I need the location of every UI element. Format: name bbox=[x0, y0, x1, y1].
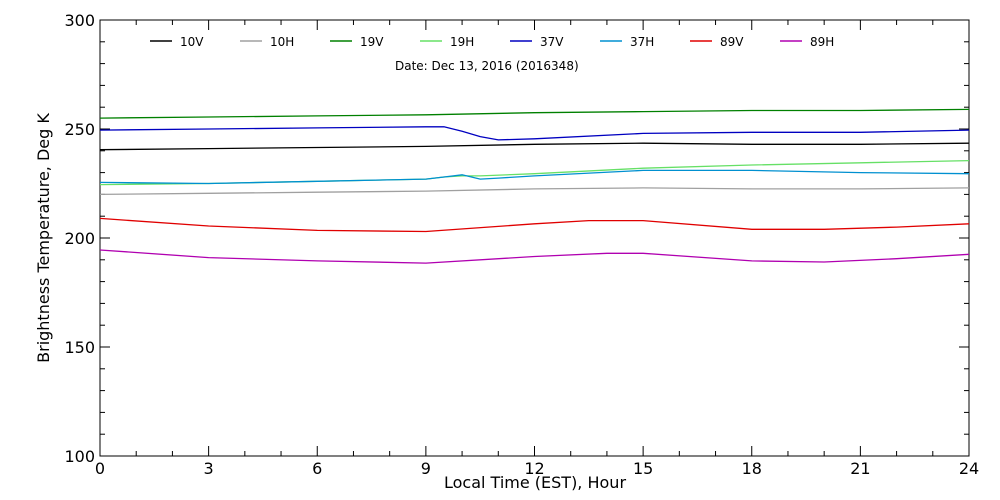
series-line-89v bbox=[99, 217, 970, 233]
legend-label-89h: 89H bbox=[810, 35, 834, 49]
legend-label-10v: 10V bbox=[180, 35, 204, 49]
x-tick-label: 0 bbox=[95, 459, 105, 478]
x-tick-label: 24 bbox=[959, 459, 979, 478]
series-line-19v bbox=[99, 108, 970, 119]
x-tick-label: 18 bbox=[742, 459, 762, 478]
series-lines bbox=[99, 108, 970, 264]
x-tick-label: 6 bbox=[312, 459, 322, 478]
legend-label-37h: 37H bbox=[630, 35, 654, 49]
legend-label-10h: 10H bbox=[270, 35, 294, 49]
x-tick-label: 9 bbox=[421, 459, 431, 478]
series-line-37v bbox=[99, 126, 970, 141]
legend-label-19v: 19V bbox=[360, 35, 384, 49]
legend-label-37v: 37V bbox=[540, 35, 564, 49]
x-axis-title: Local Time (EST), Hour bbox=[444, 473, 626, 492]
y-tick-label: 200 bbox=[64, 229, 95, 248]
series-line-10h bbox=[99, 187, 970, 196]
y-tick-label: 150 bbox=[64, 338, 95, 357]
x-tick-label: 15 bbox=[633, 459, 653, 478]
legend: 10V 10H 19V 19H 37V 37H 89V 89H bbox=[150, 35, 834, 49]
y-tick-label: 250 bbox=[64, 120, 95, 139]
chart-subtitle: Date: Dec 13, 2016 (2016348) bbox=[395, 59, 579, 73]
axis-ticks: 0 3 6 9 12 15 18 21 24 100 150 200 250 300 bbox=[64, 11, 979, 478]
series-line-89h bbox=[99, 249, 970, 264]
y-tick-label: 100 bbox=[64, 447, 95, 466]
legend-label-19h: 19H bbox=[450, 35, 474, 49]
legend-label-89v: 89V bbox=[720, 35, 744, 49]
x-tick-label: 3 bbox=[204, 459, 214, 478]
series-line-10v bbox=[99, 142, 970, 151]
x-tick-label: 12 bbox=[524, 459, 544, 478]
y-axis-title: Brightness Temperature, Deg K bbox=[34, 113, 53, 363]
plot-frame bbox=[99, 19, 970, 457]
x-tick-label: 21 bbox=[850, 459, 870, 478]
series-line-37h bbox=[99, 169, 970, 185]
y-tick-label: 300 bbox=[64, 11, 95, 30]
